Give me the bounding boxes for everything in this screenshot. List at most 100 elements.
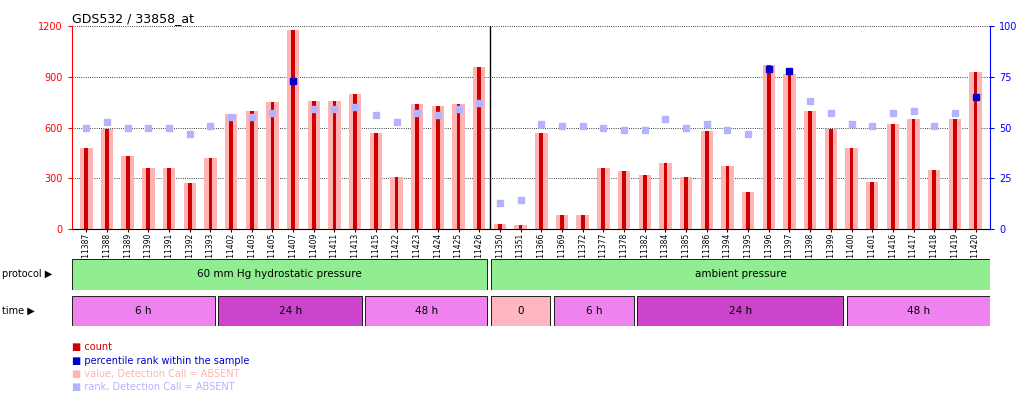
Bar bbox=[846, 296, 990, 326]
Text: time ▶: time ▶ bbox=[2, 306, 35, 316]
Bar bbox=[519, 226, 522, 229]
Bar bbox=[845, 148, 858, 229]
Bar bbox=[577, 215, 589, 229]
Bar bbox=[933, 170, 936, 229]
Text: 60 mm Hg hydrostatic pressure: 60 mm Hg hydrostatic pressure bbox=[197, 269, 362, 279]
Bar bbox=[72, 296, 215, 326]
Bar bbox=[762, 65, 775, 229]
Bar bbox=[581, 215, 585, 229]
Bar bbox=[291, 30, 295, 229]
Bar bbox=[147, 168, 150, 229]
Bar bbox=[312, 100, 316, 229]
Bar bbox=[891, 124, 895, 229]
Bar bbox=[637, 296, 843, 326]
Bar bbox=[457, 104, 461, 229]
Bar bbox=[490, 296, 550, 326]
Bar bbox=[804, 111, 817, 229]
Text: 0: 0 bbox=[517, 306, 523, 316]
Bar bbox=[416, 104, 419, 229]
Bar bbox=[328, 100, 341, 229]
Text: ambient pressure: ambient pressure bbox=[695, 269, 786, 279]
Bar bbox=[245, 111, 258, 229]
Bar bbox=[597, 168, 609, 229]
Bar bbox=[411, 104, 424, 229]
Text: 6 h: 6 h bbox=[135, 306, 152, 316]
Text: 48 h: 48 h bbox=[907, 306, 930, 316]
Bar bbox=[490, 259, 990, 290]
Bar bbox=[143, 168, 155, 229]
Bar bbox=[746, 192, 750, 229]
Text: ■ percentile rank within the sample: ■ percentile rank within the sample bbox=[72, 356, 249, 366]
Text: ■ count: ■ count bbox=[72, 342, 112, 352]
Bar bbox=[163, 168, 175, 229]
Bar bbox=[374, 133, 378, 229]
Bar bbox=[808, 111, 812, 229]
Bar bbox=[829, 129, 833, 229]
Bar bbox=[721, 166, 734, 229]
Bar bbox=[121, 156, 133, 229]
Bar bbox=[353, 94, 357, 229]
Bar bbox=[701, 131, 713, 229]
Bar bbox=[664, 163, 667, 229]
Text: ■ rank, Detection Call = ABSENT: ■ rank, Detection Call = ABSENT bbox=[72, 382, 235, 392]
Bar bbox=[886, 124, 899, 229]
Bar bbox=[929, 170, 941, 229]
Bar bbox=[766, 65, 771, 229]
Bar bbox=[365, 296, 487, 326]
Bar bbox=[167, 168, 171, 229]
Bar bbox=[536, 133, 548, 229]
Bar bbox=[101, 129, 113, 229]
Bar bbox=[825, 129, 837, 229]
Text: 24 h: 24 h bbox=[278, 306, 302, 316]
Bar bbox=[970, 72, 982, 229]
Bar bbox=[850, 148, 854, 229]
Bar bbox=[436, 106, 440, 229]
Bar bbox=[783, 74, 796, 229]
Bar bbox=[287, 30, 300, 229]
Bar bbox=[622, 171, 626, 229]
Bar bbox=[680, 177, 693, 229]
Bar bbox=[266, 102, 279, 229]
Bar bbox=[332, 100, 337, 229]
Bar bbox=[953, 119, 957, 229]
Text: 24 h: 24 h bbox=[728, 306, 752, 316]
Bar bbox=[105, 129, 109, 229]
Bar bbox=[949, 119, 961, 229]
Bar bbox=[473, 67, 485, 229]
Bar bbox=[349, 94, 361, 229]
Bar bbox=[742, 192, 754, 229]
Bar bbox=[84, 148, 88, 229]
Bar bbox=[643, 175, 646, 229]
Bar bbox=[866, 181, 878, 229]
Bar bbox=[184, 183, 196, 229]
Bar bbox=[554, 296, 634, 326]
Bar bbox=[477, 67, 481, 229]
Bar bbox=[369, 133, 382, 229]
Bar bbox=[308, 100, 320, 229]
Bar bbox=[870, 181, 874, 229]
Bar bbox=[912, 119, 915, 229]
Bar bbox=[204, 158, 216, 229]
Bar bbox=[452, 104, 465, 229]
Bar bbox=[498, 224, 502, 229]
Bar bbox=[974, 72, 978, 229]
Bar bbox=[225, 114, 237, 229]
Text: protocol ▶: protocol ▶ bbox=[2, 269, 52, 279]
Bar bbox=[618, 171, 630, 229]
Bar bbox=[560, 215, 564, 229]
Bar bbox=[540, 133, 543, 229]
Text: 6 h: 6 h bbox=[586, 306, 602, 316]
Bar bbox=[271, 102, 274, 229]
Bar bbox=[659, 163, 672, 229]
Bar bbox=[556, 215, 568, 229]
Bar bbox=[514, 226, 526, 229]
Bar bbox=[250, 111, 253, 229]
Bar bbox=[725, 166, 729, 229]
Bar bbox=[390, 177, 403, 229]
Text: 48 h: 48 h bbox=[415, 306, 438, 316]
Bar bbox=[80, 148, 92, 229]
Bar bbox=[208, 158, 212, 229]
Bar bbox=[395, 177, 398, 229]
Bar bbox=[219, 296, 362, 326]
Bar bbox=[494, 224, 506, 229]
